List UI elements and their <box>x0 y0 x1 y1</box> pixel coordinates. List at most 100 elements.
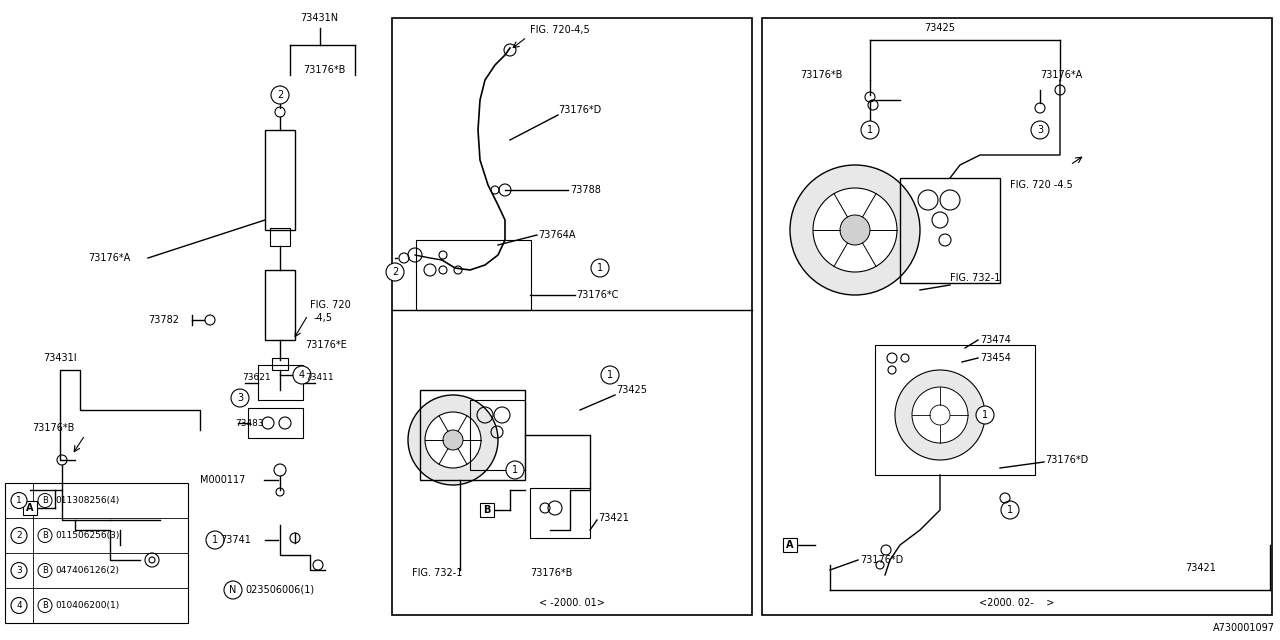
Circle shape <box>38 563 52 577</box>
Circle shape <box>12 527 27 543</box>
Text: 73176*C: 73176*C <box>576 290 618 300</box>
Circle shape <box>224 581 242 599</box>
Circle shape <box>790 165 920 295</box>
Bar <box>5 483 188 623</box>
Text: 2: 2 <box>392 267 398 277</box>
Text: 73425: 73425 <box>924 23 955 33</box>
Circle shape <box>230 389 250 407</box>
Circle shape <box>861 121 879 139</box>
Circle shape <box>1030 121 1050 139</box>
Text: 73431I: 73431I <box>44 353 77 363</box>
Text: 73454: 73454 <box>980 353 1011 363</box>
Circle shape <box>591 259 609 277</box>
Bar <box>392 18 753 615</box>
Text: 73176*B: 73176*B <box>530 568 572 578</box>
Text: 73411: 73411 <box>305 374 334 383</box>
Text: -4,5: -4,5 <box>314 313 333 323</box>
Text: 73782: 73782 <box>148 315 179 325</box>
Bar <box>762 18 1272 615</box>
Circle shape <box>38 529 52 543</box>
Text: 73764A: 73764A <box>538 230 576 240</box>
Bar <box>900 178 1000 283</box>
Text: 73483: 73483 <box>236 419 264 428</box>
Bar <box>270 228 291 246</box>
Bar <box>248 408 303 438</box>
Circle shape <box>293 366 311 384</box>
Text: 2: 2 <box>276 90 283 100</box>
Text: B: B <box>42 531 47 540</box>
Circle shape <box>12 563 27 579</box>
Bar <box>265 270 294 340</box>
Circle shape <box>443 430 463 450</box>
Text: A: A <box>27 503 33 513</box>
Circle shape <box>602 366 620 384</box>
Text: B: B <box>484 505 490 515</box>
Text: <2000. 02-    >: <2000. 02- > <box>979 598 1055 608</box>
Bar <box>273 358 288 370</box>
Circle shape <box>271 86 289 104</box>
Text: 73176*B: 73176*B <box>800 70 842 80</box>
Text: 1: 1 <box>1007 505 1012 515</box>
Text: 011308256(4): 011308256(4) <box>55 496 119 505</box>
Text: A: A <box>786 540 794 550</box>
Text: 047406126(2): 047406126(2) <box>55 566 119 575</box>
Text: 010406200(1): 010406200(1) <box>55 601 119 610</box>
Text: 73741: 73741 <box>220 535 251 545</box>
Circle shape <box>813 188 897 272</box>
Text: FIG. 720 -4.5: FIG. 720 -4.5 <box>1010 180 1073 190</box>
Text: 73621: 73621 <box>242 374 270 383</box>
Bar <box>470 400 525 470</box>
Text: B: B <box>42 566 47 575</box>
Text: 73425: 73425 <box>616 385 646 395</box>
Text: 73474: 73474 <box>980 335 1011 345</box>
Circle shape <box>387 263 404 281</box>
Text: A730001097: A730001097 <box>1213 623 1275 633</box>
Text: 2: 2 <box>17 531 22 540</box>
Bar <box>530 488 590 538</box>
Circle shape <box>425 412 481 468</box>
Text: B: B <box>42 496 47 505</box>
Text: 3: 3 <box>17 566 22 575</box>
Circle shape <box>408 395 498 485</box>
Bar <box>480 503 494 517</box>
Text: N: N <box>229 585 237 595</box>
Bar <box>783 538 797 552</box>
Text: 73176*A: 73176*A <box>88 253 131 263</box>
Bar <box>23 501 37 515</box>
Text: 73176*B: 73176*B <box>303 65 346 75</box>
Circle shape <box>38 598 52 612</box>
Text: 1: 1 <box>17 496 22 505</box>
Text: 73176*A: 73176*A <box>1039 70 1083 80</box>
Bar <box>420 390 525 480</box>
Circle shape <box>12 598 27 614</box>
Circle shape <box>12 493 27 509</box>
Text: FIG. 720-4,5: FIG. 720-4,5 <box>530 25 590 35</box>
Circle shape <box>506 461 524 479</box>
Text: 4: 4 <box>300 370 305 380</box>
Text: 3: 3 <box>237 393 243 403</box>
Text: FIG. 732-1: FIG. 732-1 <box>950 273 1001 283</box>
Circle shape <box>1001 501 1019 519</box>
Circle shape <box>911 387 968 443</box>
Bar <box>876 345 1036 475</box>
Text: 1: 1 <box>596 263 603 273</box>
Text: 73176*D: 73176*D <box>1044 455 1088 465</box>
Text: 73176*E: 73176*E <box>305 340 347 350</box>
Bar <box>259 365 303 400</box>
Text: 73431N: 73431N <box>300 13 338 23</box>
Circle shape <box>206 531 224 549</box>
Text: 023506006(1): 023506006(1) <box>244 585 314 595</box>
Text: 73421: 73421 <box>1185 563 1216 573</box>
Circle shape <box>895 370 986 460</box>
Text: 73176*B: 73176*B <box>32 423 74 433</box>
Text: 73176*D: 73176*D <box>860 555 904 565</box>
Text: FIG. 720: FIG. 720 <box>310 300 351 310</box>
Text: 011506256(3): 011506256(3) <box>55 531 119 540</box>
Text: 3: 3 <box>1037 125 1043 135</box>
Text: 73788: 73788 <box>570 185 600 195</box>
Text: 73421: 73421 <box>598 513 628 523</box>
Text: M000117: M000117 <box>200 475 246 485</box>
Text: 1: 1 <box>607 370 613 380</box>
Text: 1: 1 <box>867 125 873 135</box>
Text: FIG. 732-1: FIG. 732-1 <box>412 568 462 578</box>
